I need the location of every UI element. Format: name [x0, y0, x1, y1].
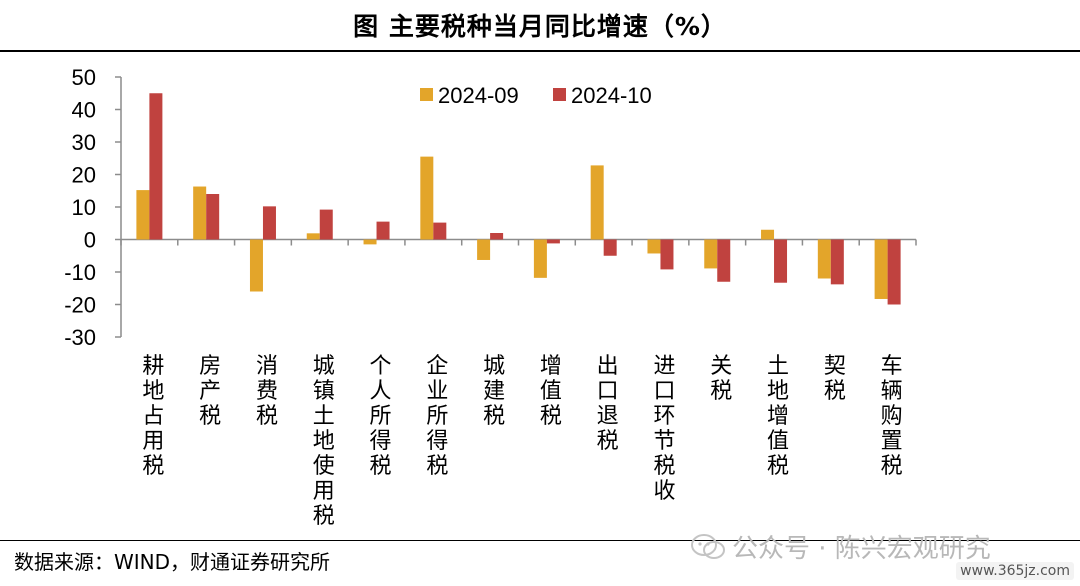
chart-title: 图 主要税种当月同比增速（%） — [353, 12, 727, 41]
x-tick-label: 城镇土地使用税 — [313, 354, 335, 529]
bar-2024-10 — [717, 239, 731, 282]
bar-2024-09 — [817, 239, 831, 279]
y-tick-label: 40 — [72, 98, 96, 123]
x-tick-label: 消费税 — [256, 354, 278, 429]
bar-chart: 50 40 30 20 10 0 -10 -20 -30 耕地占用税 房产税 消费税 城镇土地使用税 个人… — [64, 65, 917, 529]
bar-2024-10 — [774, 239, 788, 283]
y-tick-label: 20 — [72, 163, 96, 188]
watermark-text: 公众号 · 陈兴宏观研究 — [732, 534, 991, 564]
x-tick-label: 房产税 — [199, 354, 221, 429]
bar-2024-09 — [533, 239, 547, 278]
x-tick-label: 车辆购置税 — [881, 354, 903, 479]
bar-2024-09 — [647, 239, 661, 254]
bar-2024-10 — [887, 239, 901, 305]
x-tick-label: 进口环节税收 — [653, 354, 675, 504]
bar-2024-10 — [433, 222, 447, 240]
bar-2024-09 — [306, 233, 320, 240]
bar-2024-10 — [376, 221, 390, 240]
y-tick-label: -10 — [64, 260, 96, 285]
y-tick-label: -20 — [64, 293, 96, 318]
legend-label-2024-09: 2024-09 — [438, 83, 519, 108]
bar-2024-09 — [590, 165, 604, 240]
bar-2024-10 — [149, 93, 163, 240]
y-tick-label: 0 — [84, 228, 96, 253]
bar-2024-10 — [262, 206, 276, 240]
bar-2024-09 — [363, 239, 377, 245]
title-bar: 图 主要税种当月同比增速（%） — [0, 0, 1080, 52]
bar-2024-09 — [193, 186, 207, 240]
legend-label-2024-10: 2024-10 — [571, 83, 652, 108]
x-tick-label: 城建税 — [483, 354, 505, 429]
x-tick-label: 土地增值税 — [767, 354, 789, 479]
x-tick-label: 出口退税 — [597, 354, 619, 454]
y-tick-label: 30 — [72, 130, 96, 155]
bar-2024-10 — [660, 239, 674, 270]
bar-2024-09 — [136, 190, 150, 240]
x-tick-label: 个人所得税 — [370, 354, 392, 479]
site-watermark: www.365jz.com — [956, 562, 1074, 580]
bar-2024-10 — [206, 194, 220, 240]
x-tick-label: 企业所得税 — [426, 354, 448, 479]
y-tick-label: 50 — [72, 65, 96, 90]
bar-2024-10 — [603, 239, 617, 256]
watermark: 公众号 · 陈兴宏观研究 — [690, 528, 991, 565]
bar-2024-09 — [420, 156, 434, 240]
bar-2024-09 — [761, 229, 775, 240]
bar-2024-10 — [546, 239, 560, 244]
x-tick-label: 契税 — [824, 354, 846, 404]
wechat-icon — [691, 533, 725, 559]
legend-swatch-2024-09 — [420, 88, 433, 101]
source-divider — [0, 540, 1080, 541]
x-tick-label: 耕地占用税 — [142, 354, 164, 479]
legend-swatch-2024-10 — [553, 88, 566, 101]
bar-2024-10 — [490, 233, 504, 240]
x-tick-label: 增值税 — [540, 354, 562, 429]
y-tick-label: -30 — [64, 325, 96, 350]
bar-2024-09 — [704, 239, 718, 269]
bar-2024-09 — [477, 239, 491, 260]
bar-2024-09 — [249, 239, 263, 292]
bar-2024-09 — [874, 239, 888, 299]
bar-2024-10 — [319, 209, 333, 240]
source-note: 数据来源：WIND，财通证券研究所 — [14, 550, 331, 574]
x-tick-label: 关税 — [710, 354, 732, 404]
y-tick-label: 10 — [72, 195, 96, 220]
bar-2024-10 — [830, 239, 844, 285]
